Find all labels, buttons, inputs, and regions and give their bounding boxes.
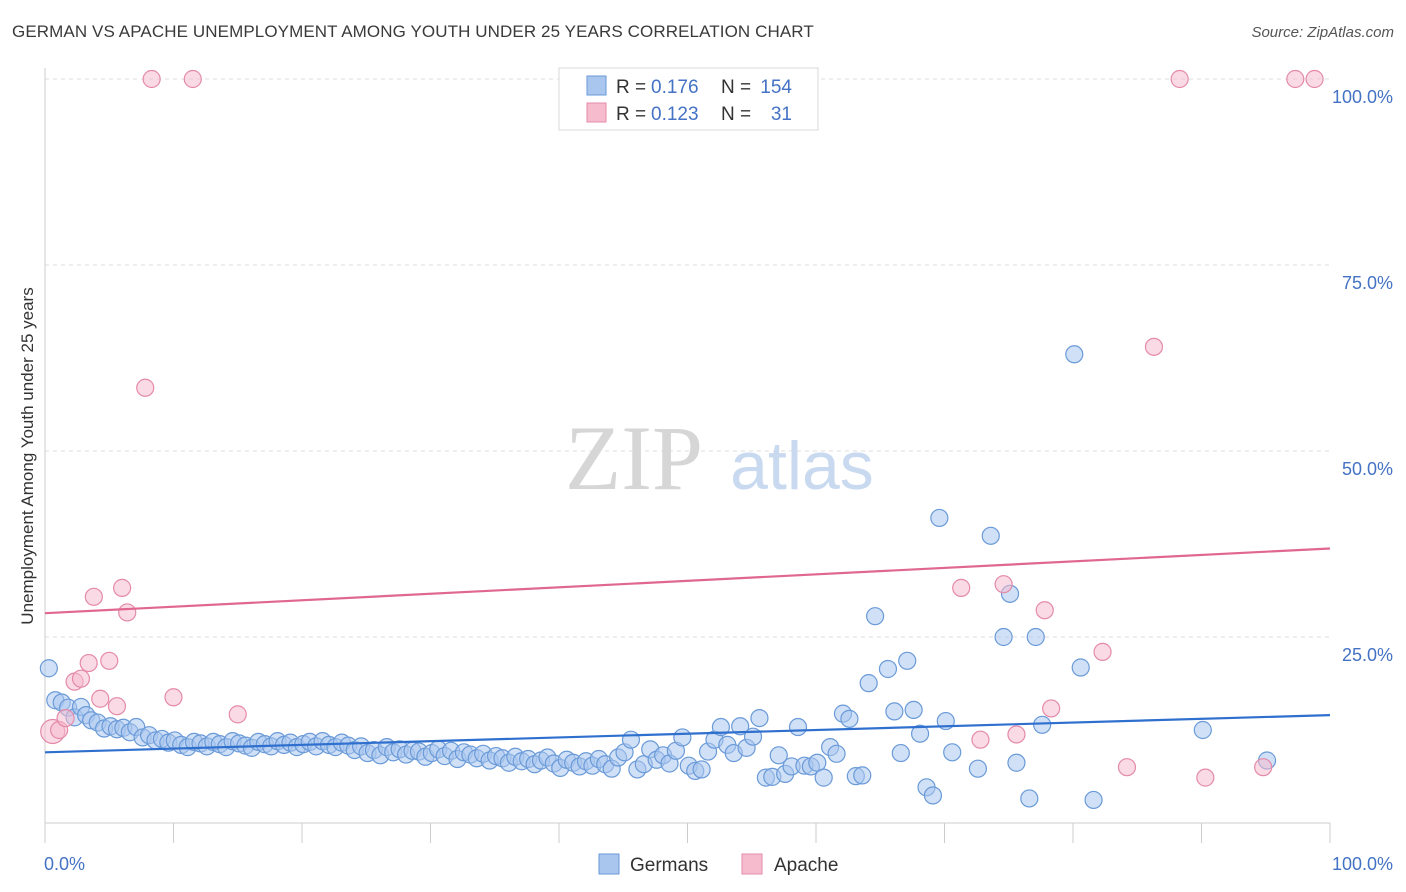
apache-point <box>1042 699 1061 718</box>
y-tick-label: 25.0% <box>1342 645 1393 665</box>
germans-point <box>750 708 769 728</box>
legend-bottom: Germans Apache <box>598 853 838 876</box>
germans-point <box>968 759 988 778</box>
legend-swatch-germans <box>598 853 620 875</box>
apache-point <box>142 69 161 89</box>
apache-point <box>164 688 183 707</box>
apache-point <box>112 578 132 597</box>
apache-trend-line <box>44 547 1331 615</box>
germans-point <box>910 724 930 743</box>
apache-point <box>971 730 990 749</box>
legend-r-label: R = <box>616 104 646 125</box>
chart-title: GERMAN VS APACHE UNEMPLOYMENT AMONG YOUT… <box>12 22 814 41</box>
legend-top: R = 0.176 N = 154 R = 0.123 N = 31 <box>558 67 819 131</box>
germans-point <box>814 768 833 787</box>
apache-point <box>994 575 1013 594</box>
y-tick-label: 100.0% <box>1332 87 1393 107</box>
apache-point <box>84 587 103 606</box>
apache-point <box>1286 69 1305 89</box>
apache-point <box>1196 768 1215 787</box>
legend-label-apache: Apache <box>774 855 838 876</box>
germans-point <box>891 743 910 763</box>
germans-point <box>769 746 788 765</box>
apache-point <box>1007 725 1026 744</box>
source-label: Source: ZipAtlas.com <box>1251 24 1394 41</box>
apache-point <box>1170 69 1189 89</box>
germans-point <box>1084 790 1103 810</box>
germans-point <box>859 674 878 693</box>
apache-point <box>100 651 119 670</box>
legend-swatch-germans <box>586 75 607 96</box>
germans-point <box>673 728 692 747</box>
germans-point <box>621 730 641 749</box>
germans-point <box>1007 753 1026 772</box>
apache-point <box>91 689 110 708</box>
germans-point <box>788 717 808 737</box>
watermark-zip: ZIP <box>565 407 703 509</box>
legend-n-label: N = <box>721 104 751 125</box>
legend-n-value: 31 <box>771 104 792 125</box>
apache-point <box>1035 601 1054 620</box>
y-tick-label: 75.0% <box>1342 273 1393 293</box>
legend-label-germans: Germans <box>630 855 708 876</box>
apache-point <box>107 697 127 716</box>
y-axis-label: Unemployment Among Youth under 25 years <box>18 287 37 624</box>
tick-labels: 0.0% 100.0% 25.0% 50.0% 75.0% 100.0% <box>44 87 1393 874</box>
legend-n-label: N = <box>721 77 751 98</box>
legend-swatch-apache <box>741 853 763 875</box>
germans-point <box>1065 345 1084 364</box>
legend-n-value: 154 <box>760 77 792 98</box>
germans-point <box>981 526 1000 545</box>
apache-point <box>71 669 91 688</box>
germans-point <box>1020 789 1039 808</box>
germans-point <box>1193 720 1212 740</box>
germans-point <box>827 744 846 763</box>
axes <box>44 68 1331 843</box>
gridlines <box>45 78 1330 638</box>
apache-point <box>136 378 155 397</box>
apache-point <box>1305 69 1324 89</box>
apache-point <box>228 705 247 724</box>
apache-point <box>118 603 137 622</box>
apache-point <box>79 653 98 673</box>
germans-point <box>731 717 750 736</box>
apache-point <box>1093 642 1112 661</box>
germans-point <box>923 786 943 805</box>
germans-point <box>898 651 917 670</box>
germans-point <box>866 607 885 626</box>
apache-point <box>183 69 202 89</box>
legend-swatch-apache <box>586 102 607 123</box>
y-tick-label: 50.0% <box>1342 459 1393 479</box>
germans-point <box>711 717 731 737</box>
legend-r-value: 0.176 <box>651 77 699 98</box>
legend-r-value: 0.123 <box>651 104 699 125</box>
watermark: ZIP atlas <box>565 407 874 509</box>
germans-point <box>994 627 1013 647</box>
trend-lines <box>44 547 1331 754</box>
germans-point <box>1026 627 1045 647</box>
germans-point <box>853 766 872 785</box>
watermark-atlas: atlas <box>730 428 874 504</box>
x-tick-label: 0.0% <box>44 854 85 874</box>
germans-point <box>885 702 904 721</box>
germans-point <box>904 700 923 720</box>
apache-point <box>56 708 75 728</box>
apache-points <box>40 69 1324 787</box>
germans-point <box>878 659 898 679</box>
legend-r-label: R = <box>616 77 646 98</box>
germans-trend-line <box>44 714 1331 754</box>
germans-point <box>1033 715 1052 734</box>
germans-point <box>930 508 949 528</box>
apache-point <box>952 578 971 597</box>
germans-point <box>39 659 58 678</box>
x-tick-label: 100.0% <box>1332 854 1393 874</box>
germans-point <box>692 760 711 779</box>
apache-point <box>1144 337 1164 356</box>
apache-point <box>1254 758 1273 777</box>
germans-point <box>1071 658 1090 677</box>
germans-point <box>943 743 962 762</box>
apache-point <box>1117 758 1137 777</box>
germans-point <box>840 709 859 728</box>
